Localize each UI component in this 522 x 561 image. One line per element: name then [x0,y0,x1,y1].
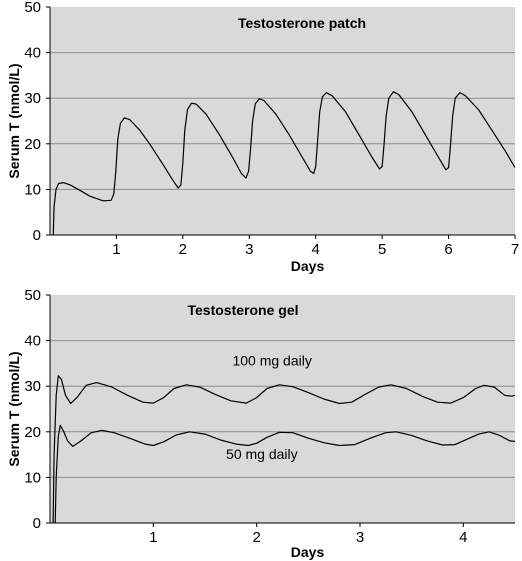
y-tick-label: 10 [24,181,41,198]
y-tick-label: 40 [24,45,41,62]
plot-area [50,7,515,235]
x-tick-label: 1 [112,241,120,258]
x-tick-label: 4 [459,529,467,546]
y-tick-label: 20 [24,424,41,441]
plot-area [50,295,515,523]
y-tick-label: 0 [33,515,41,532]
x-tick-label: 7 [511,241,519,258]
y-tick-label: 20 [24,136,41,153]
y-tick-label: 0 [33,227,41,244]
y-tick-label: 50 [24,0,41,16]
y-tick-label: 30 [24,90,41,107]
x-tick-label: 2 [252,529,260,546]
chart-title: Testosterone gel [188,302,299,318]
x-tick-label: 4 [312,241,320,258]
x-axis-label: Days [291,544,325,560]
y-tick-label: 30 [24,378,41,395]
series-line-1 [52,375,516,524]
y-axis-label: Serum T (nmol/L) [6,351,22,466]
x-tick-label: 2 [179,241,187,258]
x-tick-label: 3 [245,241,253,258]
series-annotation: 100 mg daily [232,353,311,369]
y-tick-label: 40 [24,333,41,350]
x-tick-label: 1 [149,529,157,546]
chart-2: 0 10 20 30 40 50 1 2 3 4 100 mg daily 50 mg daily Te… [6,287,516,560]
series-line-1 [52,91,516,236]
x-axis-label: Days [291,258,325,274]
chart-1: 0 10 20 30 40 50 1 2 3 4 5 6 7 Testosterone patch Days… [6,0,519,274]
series-line-2 [54,424,516,524]
series-annotation: 50 mg daily [226,446,298,462]
y-tick-label: 10 [24,469,41,486]
x-tick-label: 5 [378,241,386,258]
y-axis-label: Serum T (nmol/L) [6,63,22,178]
y-tick-label: 50 [24,287,41,304]
x-tick-label: 3 [356,529,364,546]
x-tick-label: 6 [444,241,452,258]
chart-title: Testosterone patch [238,15,366,31]
